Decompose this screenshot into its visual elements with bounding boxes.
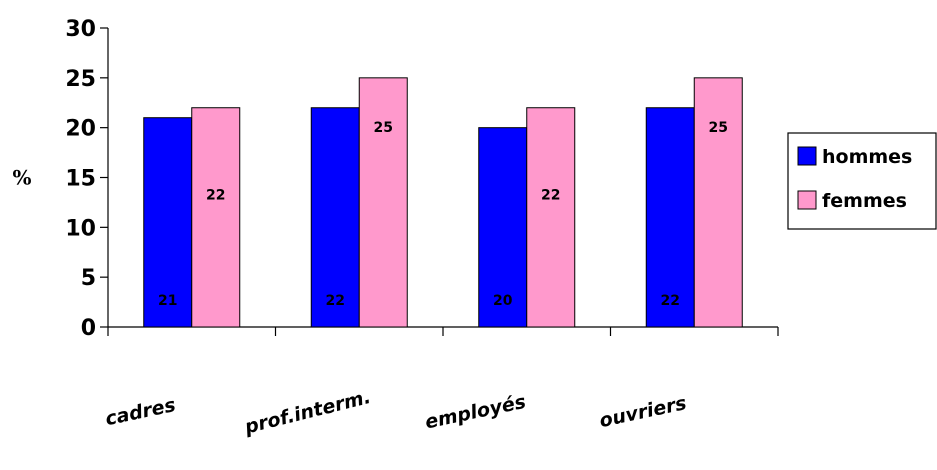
bar-femmes-3 <box>693 77 743 328</box>
bar-femmes-0 <box>191 107 241 328</box>
data-label-femmes-3: 25 <box>709 120 728 136</box>
legend-swatch-femmes <box>797 190 817 210</box>
category-label-3: ouvriers <box>597 392 688 432</box>
legend-swatch-hommes <box>797 146 817 166</box>
legend: hommes femmes <box>787 132 937 230</box>
category-label-2: employés <box>423 391 528 434</box>
bar-hommes-2 <box>478 127 528 328</box>
axes: 0 5 10 15 20 25 30% <box>12 17 779 341</box>
legend-label-femmes: femmes <box>822 190 907 212</box>
bar-hommes-0 <box>143 117 193 328</box>
data-label-femmes-2: 22 <box>541 188 560 204</box>
y-axis-label: % <box>12 166 31 190</box>
bars <box>143 77 743 328</box>
bar-femmes-1 <box>358 77 408 328</box>
y-tick-label: 30 <box>65 17 96 42</box>
bar-femmes-2 <box>526 107 576 328</box>
y-tick-label: 20 <box>65 117 96 142</box>
category-label-0: cadres <box>103 394 177 430</box>
data-label-femmes-0: 22 <box>206 188 225 204</box>
legend-label-hommes: hommes <box>822 146 912 168</box>
data-label-hommes-0: 21 <box>158 293 177 309</box>
data-label-hommes-3: 22 <box>661 293 680 309</box>
category-label-1: prof.interm. <box>242 386 373 439</box>
y-tick-label: 5 <box>81 266 96 291</box>
data-label-femmes-1: 25 <box>374 120 393 136</box>
data-label-hommes-1: 22 <box>326 293 345 309</box>
y-tick-label: 15 <box>65 167 96 192</box>
data-label-hommes-2: 20 <box>493 293 513 309</box>
y-tick-label: 0 <box>81 316 96 341</box>
bar-hommes-1 <box>310 107 360 328</box>
y-tick-label: 10 <box>65 216 96 241</box>
y-tick-label: 25 <box>65 67 96 92</box>
